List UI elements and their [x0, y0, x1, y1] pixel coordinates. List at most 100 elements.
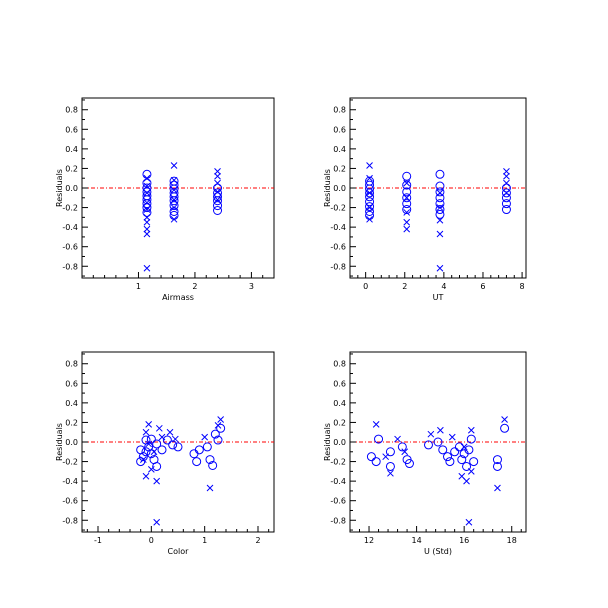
- x-tick-label: 2: [255, 536, 260, 545]
- point-cross: [436, 189, 444, 197]
- point-circle: [438, 445, 448, 455]
- y-tick-label: 0.2: [65, 418, 78, 427]
- y-tick-label: 0.6: [333, 379, 346, 388]
- point-cross: [143, 264, 151, 272]
- point-circle: [213, 435, 223, 445]
- y-axis-label: Residuals: [323, 169, 332, 207]
- y-tick-label: 0.0: [333, 438, 346, 447]
- point-circle: [435, 199, 445, 209]
- x-tick-label: 3: [249, 282, 254, 291]
- point-circle: [213, 196, 223, 206]
- point-circle: [162, 435, 172, 445]
- point-circle: [142, 199, 152, 209]
- y-tick-label: -0.6: [330, 497, 346, 506]
- point-circle: [501, 199, 511, 209]
- point-circle: [435, 181, 445, 191]
- point-circle: [213, 192, 223, 202]
- point-cross: [448, 433, 456, 441]
- point-cross: [436, 264, 444, 272]
- point-circle: [365, 202, 375, 212]
- x-tick-label: 16: [459, 536, 469, 545]
- point-circle: [450, 447, 460, 457]
- point-cross: [401, 448, 409, 456]
- point-cross: [403, 218, 411, 226]
- point-circle: [445, 457, 455, 467]
- panel-ut: -0.8 -0.6 -0.4 -0.2 0.0 0.2 0.4 0.6 0.8 0 2 4 6 8 UT Re…: [323, 97, 527, 302]
- point-circle: [213, 201, 223, 211]
- point-cross: [403, 225, 411, 233]
- point-cross: [145, 421, 153, 428]
- point-cross: [155, 424, 163, 432]
- point-circle: [462, 461, 472, 471]
- point-circle: [169, 192, 179, 202]
- point-circle: [192, 457, 202, 467]
- point-cross: [143, 225, 151, 233]
- point-circle: [433, 437, 443, 447]
- point-circle: [169, 206, 179, 216]
- point-cross: [170, 176, 178, 184]
- point-circle: [189, 449, 199, 459]
- y-tick-label: 0.2: [65, 164, 78, 173]
- y-tick-label: -0.6: [62, 497, 78, 506]
- point-cross: [206, 484, 214, 492]
- point-circle: [374, 434, 384, 444]
- point-circle: [142, 169, 152, 179]
- point-cross: [170, 186, 178, 194]
- point-cross: [437, 426, 444, 434]
- point-circle: [366, 452, 376, 462]
- point-circle: [492, 455, 502, 465]
- point-circle: [216, 423, 226, 433]
- y-tick-label: -0.4: [330, 477, 346, 486]
- y-tick-label: -0.2: [330, 204, 346, 213]
- y-axis-label: Residuals: [55, 423, 64, 461]
- point-cross: [465, 518, 473, 526]
- x-axis-label: U (Std): [424, 547, 452, 556]
- y-tick-label: -0.4: [62, 223, 78, 232]
- point-circle: [168, 440, 178, 450]
- y-tick-label: 0.8: [333, 106, 346, 115]
- point-circle: [146, 434, 156, 444]
- x-tick-label: 4: [441, 282, 446, 291]
- point-circle: [173, 442, 183, 452]
- y-tick-label: 0.8: [65, 360, 78, 369]
- x-tick-label: 0: [363, 282, 368, 291]
- point-circle: [402, 193, 412, 203]
- point-circle: [402, 205, 412, 215]
- x-tick-label: -1: [94, 536, 102, 545]
- x-tick-label: 12: [364, 536, 374, 545]
- x-tick-label: 18: [507, 536, 517, 545]
- point-cross: [145, 440, 153, 448]
- y-tick-label: 0.4: [333, 399, 346, 408]
- point-circle: [365, 192, 375, 202]
- y-tick-label: -0.6: [330, 243, 346, 252]
- point-circle: [464, 445, 474, 455]
- y-tick-label: 0.2: [333, 164, 346, 173]
- point-cross: [394, 435, 401, 443]
- point-circle: [169, 201, 179, 211]
- panel-color: -0.8 -0.6 -0.4 -0.2 0.0 0.2 0.4 0.6 0.8 -1 0 1 2 Colo…: [55, 351, 275, 556]
- x-tick-label: 0: [149, 536, 154, 545]
- point-circle: [454, 442, 464, 452]
- point-cross: [501, 416, 508, 423]
- point-circle: [501, 205, 511, 215]
- point-cross: [467, 426, 475, 434]
- point-circle: [202, 442, 212, 452]
- y-tick-label: -0.8: [62, 262, 78, 271]
- point-cross: [166, 428, 174, 436]
- y-tick-label: -0.4: [62, 477, 78, 486]
- y-tick-label: 0.6: [65, 379, 78, 388]
- point-circle: [365, 206, 375, 216]
- point-circle: [365, 210, 375, 220]
- point-cross: [387, 469, 394, 477]
- point-cross: [427, 430, 435, 438]
- x-axis-label: Color: [168, 547, 190, 556]
- point-circle: [435, 187, 445, 197]
- x-tick-label: 1: [202, 536, 207, 545]
- point-cross: [147, 466, 155, 473]
- point-circle: [213, 206, 223, 215]
- point-circle: [385, 461, 395, 471]
- point-cross: [460, 443, 468, 451]
- point-cross: [143, 213, 151, 221]
- y-tick-label: -0.6: [62, 243, 78, 252]
- point-circle: [169, 210, 179, 220]
